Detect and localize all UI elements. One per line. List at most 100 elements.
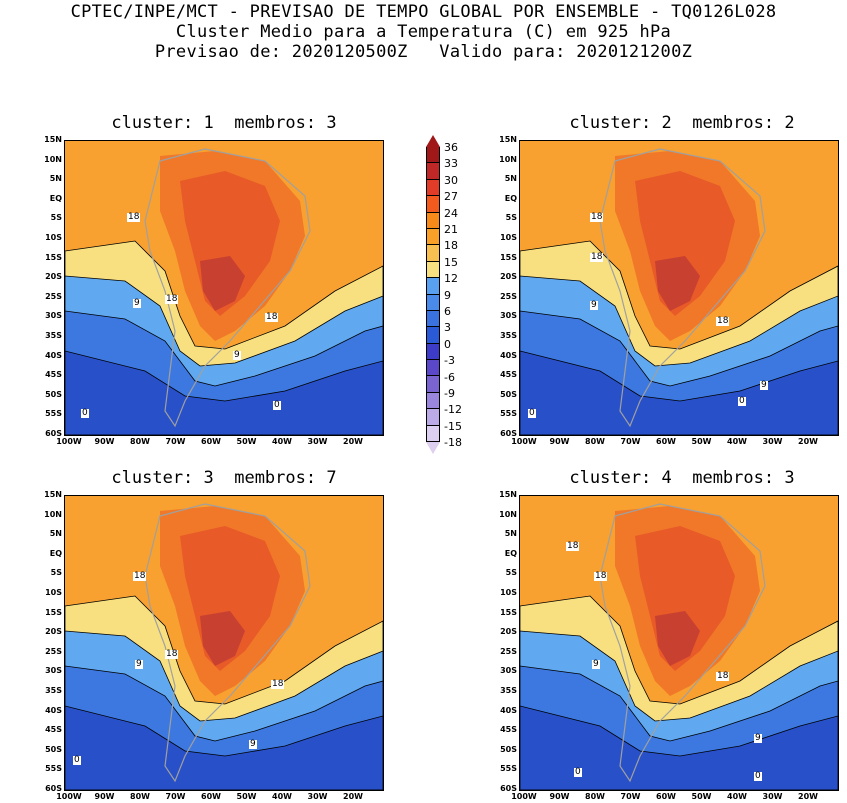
longitude-tick-label: 50W (691, 792, 712, 801)
contour-label: 18 (716, 671, 730, 681)
longitude-tick-label: 20W (343, 792, 363, 801)
latitude-tick-label: 45S (500, 370, 517, 380)
latitude-tick-label: 20S (45, 627, 62, 637)
longitude-tick-label: 60W (656, 792, 676, 801)
longitude-tick-label: 20W (343, 437, 363, 446)
continent-outline (599, 148, 766, 428)
latitude-tick-label: 40S (500, 350, 517, 360)
latitude-tick-label: EQ (504, 193, 517, 203)
latitude-tick-label: 45S (45, 725, 62, 735)
longitude-tick-label: 100W (56, 437, 82, 446)
figure-header: CPTEC/INPE/MCT - PREVISAO DE TEMPO GLOBA… (0, 2, 847, 62)
latitude-tick-label: 10N (499, 509, 517, 519)
colorbar-swatch (426, 409, 440, 426)
contour-label: 18 (716, 316, 730, 326)
longitude-tick-label: 60W (201, 437, 221, 446)
longitude-tick-label: 90W (94, 437, 115, 446)
colorbar-swatch (426, 294, 440, 311)
latitude-tick-label: 15N (499, 135, 517, 144)
continent-outline (144, 148, 311, 428)
latitude-tick-label: 30S (500, 311, 517, 321)
colorbar-label: -9 (444, 387, 455, 400)
latitude-tick-label: 40S (45, 350, 62, 360)
latitude-tick-label: 50S (45, 744, 62, 754)
colorbar-swatch (426, 278, 440, 295)
temperature-band (520, 350, 838, 435)
map-panel-1: 18 18 18 9 9 0 0 (64, 140, 384, 436)
contour-label: 18 (127, 212, 141, 222)
latitude-tick-label: 20S (45, 272, 62, 282)
contour-label: 9 (133, 298, 141, 308)
continent-outline (599, 503, 766, 783)
latitude-tick-label: 25S (500, 291, 517, 301)
contour-label: 9 (590, 300, 598, 310)
latitude-tick-label: 10N (44, 154, 62, 164)
latitude-tick-label: 55S (500, 764, 517, 774)
longitude-tick-label: 30W (307, 792, 328, 801)
latitude-tick-label: 30S (45, 666, 62, 676)
latitude-tick-label: 15S (500, 252, 517, 262)
contour-label: 0 (528, 408, 536, 418)
latitude-tick-label: 10S (500, 233, 517, 242)
latitude-tick-label: 60S (500, 784, 517, 793)
colorbar-label: 12 (444, 272, 458, 286)
latitude-tick-label: 5N (504, 174, 517, 184)
latitude-tick-label: 5S (505, 568, 517, 578)
temperature-band (520, 705, 838, 790)
longitude-tick-label: 50W (236, 792, 257, 801)
latitude-tick-label: 50S (500, 389, 517, 399)
colorbar-label: 9 (444, 288, 451, 302)
hottest-core (655, 611, 700, 666)
contour-label: 0 (754, 771, 762, 781)
colorbar-top-arrow (426, 135, 440, 147)
longitude-tick-label: 40W (727, 437, 747, 446)
latitude-tick-label: 55S (500, 409, 517, 419)
latitude-tick-label: 60S (45, 429, 62, 438)
latitude-tick-label: 15N (44, 490, 62, 499)
latitude-tick-label: 15S (45, 607, 62, 617)
panel-4-title: cluster: 4 membros: 3 (569, 468, 795, 488)
contour-label: 18 (165, 294, 179, 304)
map-panel-2: 18 18 18 9 9 0 0 (519, 140, 839, 436)
latitude-tick-label: 30S (45, 311, 62, 321)
latitude-tick-label: 15N (44, 135, 62, 144)
colorbar-label: 3 (444, 321, 451, 335)
latitude-tick-label: 25S (45, 291, 62, 301)
colorbar-label: 0 (444, 337, 451, 351)
colorbar-label: -15 (444, 419, 462, 433)
temperature-band (65, 705, 383, 790)
colorbar-label: 21 (444, 223, 458, 236)
longitude-tick-label: 90W (549, 792, 570, 801)
latitude-tick-label: EQ (49, 193, 62, 203)
longitude-tick-label: 100W (56, 792, 82, 801)
latitude-tick-label: 25S (500, 646, 517, 656)
panel-2-title: cluster: 2 membros: 2 (569, 113, 795, 133)
colorbar-label: -3 (444, 354, 455, 368)
longitude-tick-label: 80W (130, 792, 150, 801)
colorbar-swatch (426, 425, 440, 443)
contour-label: 18 (590, 252, 604, 262)
latitude-tick-label: 15S (500, 607, 517, 617)
latitude-tick-label: 45S (500, 725, 517, 735)
latitude-tick-label: 5N (49, 529, 62, 539)
contour-label: 18 (133, 571, 147, 581)
contour-label: 18 (590, 212, 604, 222)
longitude-tick-label: 70W (165, 437, 186, 446)
longitude-tick-label: 30W (307, 437, 328, 446)
colorbar-swatch (426, 343, 440, 361)
latitude-tick-label: 25S (45, 646, 62, 656)
colorbar-label: 24 (444, 206, 458, 220)
latitude-tick-label: 20S (500, 272, 517, 282)
latitude-tick-label: 5N (504, 529, 517, 539)
latitude-tick-label: 10N (44, 509, 62, 519)
latitude-tick-label: 60S (45, 784, 62, 793)
latitude-tick-label: EQ (504, 548, 517, 558)
latitude-tick-label: 35S (500, 331, 517, 340)
latitude-tick-label: 10S (45, 588, 62, 597)
longitude-tick-label: 20W (798, 792, 818, 801)
colorbar-swatch (426, 360, 440, 377)
header-line-2: Cluster Medio para a Temperatura (C) em … (175, 22, 672, 42)
colorbar-swatch (426, 179, 440, 197)
panel-3-title: cluster: 3 membros: 7 (111, 468, 337, 488)
hottest-core (200, 256, 245, 311)
